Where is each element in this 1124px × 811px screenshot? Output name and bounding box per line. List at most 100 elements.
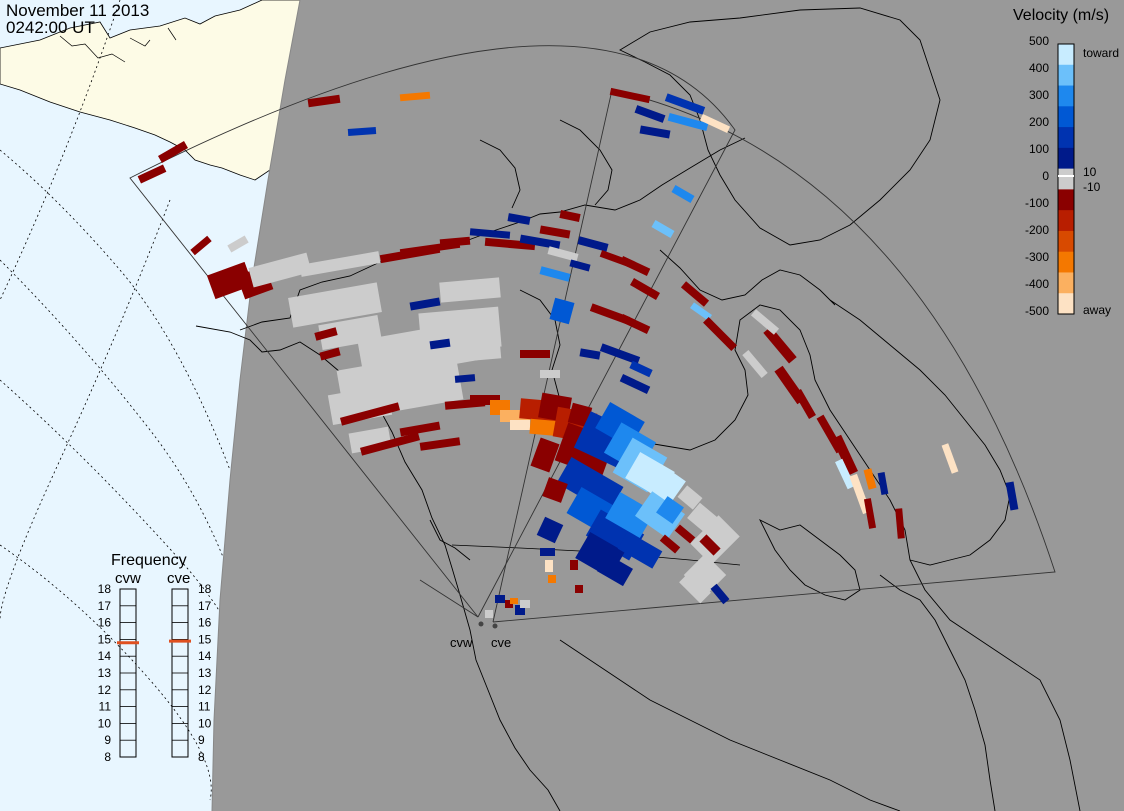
colorbar-tick-label: -200 <box>1025 223 1049 237</box>
backscatter-cell <box>137 164 167 184</box>
frequency-title: Frequency <box>111 552 187 569</box>
frequency-scale-label-left: 18 <box>98 582 112 596</box>
backscatter-cell <box>469 228 511 239</box>
backscatter-cell <box>570 560 578 570</box>
frequency-scale-label-right: 14 <box>198 649 212 663</box>
backscatter-cell <box>519 234 561 250</box>
colorbar-segment <box>1058 147 1074 170</box>
backscatter-cell <box>299 251 381 277</box>
backscatter-cell <box>507 213 531 225</box>
colorbar-tick-label: 400 <box>1029 61 1049 75</box>
backscatter-cell <box>569 259 591 272</box>
backscatter-cell <box>542 477 568 503</box>
backscatter-cell <box>941 443 959 474</box>
backscatter-cell <box>454 374 476 383</box>
backscatter-cell <box>536 516 564 544</box>
backscatter-cell <box>750 309 780 335</box>
frequency-scale-label-right: 9 <box>198 733 205 747</box>
frequency-scale-label-left: 15 <box>98 632 112 646</box>
station-cve-label: cve <box>491 635 511 650</box>
backscatter-cell <box>439 277 501 303</box>
colorbar-segment <box>1058 189 1074 211</box>
backscatter-cell <box>540 548 555 556</box>
backscatter-cell <box>703 317 737 351</box>
backscatter-cell <box>579 348 601 360</box>
colorbar-tick-label: 100 <box>1029 142 1049 156</box>
nightside-region <box>212 0 1124 811</box>
backscatter-cell <box>515 605 525 615</box>
backscatter-cell <box>679 571 711 604</box>
backscatter-cell <box>399 421 441 437</box>
backscatter-cell <box>288 282 382 328</box>
colorbar-frame <box>1057 43 1075 315</box>
date-label: November 11 2013 <box>6 1 150 20</box>
colorbar-tick-label: 200 <box>1029 115 1049 129</box>
frequency-scale-label-right: 18 <box>198 582 212 596</box>
backscatter-cell <box>863 468 877 490</box>
colorbar-segment <box>1058 44 1074 66</box>
frequency-scale-label-right: 15 <box>198 632 212 646</box>
backscatter-cell <box>539 266 571 282</box>
colorbar-segment <box>1058 85 1074 107</box>
backscatter-cell <box>485 610 493 618</box>
backscatter-cell <box>314 327 338 341</box>
backscatter-cell <box>617 531 663 569</box>
backscatter-cell <box>559 210 581 222</box>
backscatter-cells <box>137 87 1019 618</box>
colorbar-segment <box>1058 230 1074 253</box>
backscatter-cell <box>409 297 441 311</box>
terminator-line <box>211 0 301 811</box>
stations: cvw cve <box>450 621 511 650</box>
backscatter-cell <box>419 437 461 451</box>
colorbar-segment <box>1058 127 1074 149</box>
colorbar-away-label: away <box>1083 303 1111 317</box>
backscatter-cell <box>529 418 561 437</box>
backscatter-cell <box>530 437 560 473</box>
backscatter-cell <box>763 326 797 364</box>
backscatter-cell <box>609 87 651 104</box>
backscatter-cell <box>671 185 695 203</box>
colorbar-segment <box>1058 168 1074 190</box>
backscatter-cell <box>895 508 905 539</box>
frequency-scale-label-right: 8 <box>198 750 205 764</box>
frequency-radar-cvw-label: cvw <box>115 570 141 587</box>
backscatter-cell <box>520 350 550 358</box>
backscatter-cell <box>190 235 212 256</box>
colorbar-segment <box>1058 210 1074 232</box>
backscatter-cell <box>634 105 666 123</box>
backscatter-cell <box>597 553 633 587</box>
colorbar-tick-label: 500 <box>1029 34 1049 48</box>
backscatter-cell <box>399 91 431 102</box>
frequency-scale-label-right: 16 <box>198 616 212 630</box>
continent-outlines <box>195 7 1081 811</box>
backscatter-cell <box>458 328 502 362</box>
colorbar-tick-label: -400 <box>1025 277 1049 291</box>
frequency-scale-label-left: 9 <box>104 733 111 747</box>
colorbar-tick-label: -10 <box>1083 180 1101 194</box>
backscatter-cell <box>439 236 471 248</box>
backscatter-cell <box>547 246 579 262</box>
backscatter-cell <box>639 125 671 139</box>
colorbar-segment <box>1058 106 1074 128</box>
backscatter-cell <box>689 302 713 321</box>
backscatter-cell <box>699 113 731 134</box>
backscatter-cell <box>520 600 530 608</box>
backscatter-cell <box>545 560 553 572</box>
colorbar-tick-label: -300 <box>1025 250 1049 264</box>
colorbar-title: Velocity (m/s) <box>1013 7 1109 24</box>
colorbar-segment <box>1058 293 1074 315</box>
backscatter-cell <box>549 297 575 325</box>
colorbar-tick-label: 10 <box>1083 165 1097 179</box>
frequency-scale-label-right: 10 <box>198 716 212 730</box>
frequency-scale-label-right: 17 <box>198 599 212 613</box>
station-cvw-label: cvw <box>450 635 473 650</box>
colorbar-tick-label: -500 <box>1025 304 1049 318</box>
backscatter-cell <box>575 585 583 593</box>
backscatter-cell <box>710 583 730 605</box>
backscatter-cell <box>599 343 641 365</box>
colorbar-gradient <box>1058 44 1074 315</box>
backscatter-cell <box>307 94 341 108</box>
backscatter-cell <box>505 600 513 608</box>
colorbar-tick-label: 0 <box>1042 169 1049 183</box>
backscatter-cell <box>619 256 651 276</box>
